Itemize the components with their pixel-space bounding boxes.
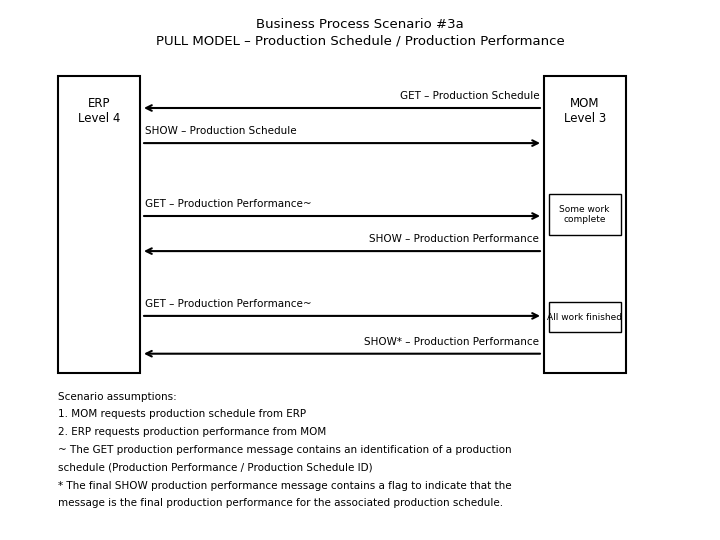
Text: Some work
complete: Some work complete bbox=[559, 205, 610, 224]
Bar bbox=[549, 194, 621, 235]
Text: Scenario assumptions:: Scenario assumptions: bbox=[58, 392, 176, 402]
Text: GET – Production Performance~: GET – Production Performance~ bbox=[145, 199, 311, 209]
Text: schedule (Production Performance / Production Schedule ID): schedule (Production Performance / Produ… bbox=[58, 463, 372, 473]
Text: SHOW – Production Performance: SHOW – Production Performance bbox=[369, 234, 539, 244]
Text: Business Process Scenario #3a: Business Process Scenario #3a bbox=[256, 18, 464, 31]
Bar bbox=[58, 76, 140, 373]
Text: message is the final production performance for the associated production schedu: message is the final production performa… bbox=[58, 498, 503, 509]
Text: SHOW* – Production Performance: SHOW* – Production Performance bbox=[364, 336, 539, 347]
Text: 2. ERP requests production performance from MOM: 2. ERP requests production performance f… bbox=[58, 427, 326, 437]
Text: ERP
Level 4: ERP Level 4 bbox=[78, 97, 120, 125]
Text: PULL MODEL – Production Schedule / Production Performance: PULL MODEL – Production Schedule / Produ… bbox=[156, 34, 564, 47]
Text: 1. MOM requests production schedule from ERP: 1. MOM requests production schedule from… bbox=[58, 409, 306, 420]
Text: All work finished: All work finished bbox=[547, 313, 622, 322]
Text: MOM
Level 3: MOM Level 3 bbox=[564, 97, 606, 125]
Text: GET – Production Schedule: GET – Production Schedule bbox=[400, 91, 539, 101]
Text: GET – Production Performance~: GET – Production Performance~ bbox=[145, 299, 311, 309]
Text: * The final SHOW production performance message contains a flag to indicate that: * The final SHOW production performance … bbox=[58, 481, 511, 491]
Text: SHOW – Production Schedule: SHOW – Production Schedule bbox=[145, 126, 297, 136]
Bar bbox=[549, 302, 621, 332]
Text: ~ The GET production performance message contains an identification of a product: ~ The GET production performance message… bbox=[58, 445, 511, 455]
Bar bbox=[544, 76, 626, 373]
